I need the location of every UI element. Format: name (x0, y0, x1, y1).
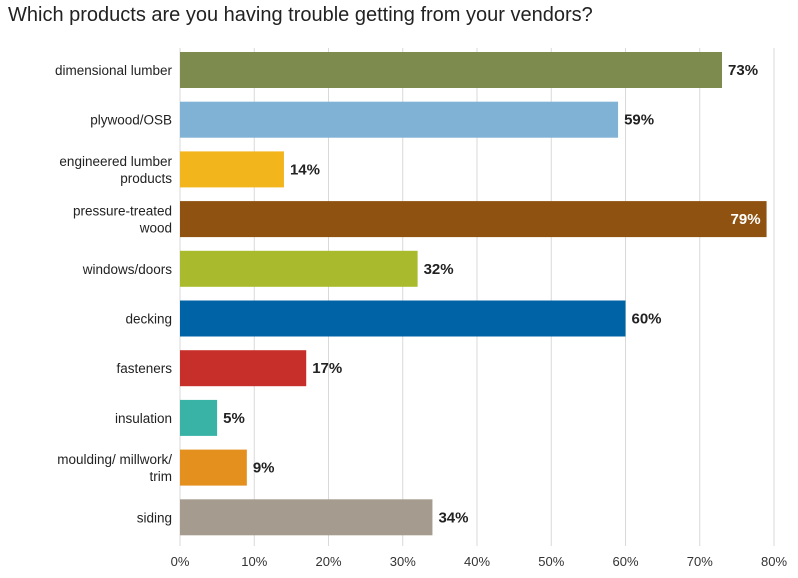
value-label: 34% (438, 509, 468, 526)
value-label: 14% (290, 161, 320, 178)
x-tick-label: 50% (538, 554, 564, 569)
bar (180, 300, 626, 337)
bars (180, 52, 767, 536)
value-label: 17% (312, 360, 342, 377)
x-tick-label: 60% (612, 554, 638, 569)
value-label: 32% (424, 261, 454, 278)
category-label: plywood/OSB (90, 113, 172, 128)
bar (180, 52, 723, 88)
bar (180, 101, 619, 138)
value-label: 9% (253, 460, 275, 477)
bar (180, 449, 247, 486)
bar (180, 151, 284, 188)
bar (180, 399, 218, 436)
x-tick-label: 80% (761, 554, 787, 569)
labels: 0% 10% 20% 30% 40% 50% 60% 70% 80% dimensional lu… (55, 62, 788, 569)
category-label: insulation (115, 411, 172, 426)
category-label: fasteners (116, 361, 172, 376)
x-tick-label: 30% (390, 554, 416, 569)
category-label: decking (125, 312, 172, 327)
gridlines (179, 48, 775, 546)
x-tick-label: 20% (315, 554, 341, 569)
x-tick-label: 40% (464, 554, 490, 569)
bar (180, 350, 307, 387)
chart-title: Which products are you having trouble ge… (8, 4, 593, 26)
category-label: dimensional lumber (55, 63, 173, 78)
category-label: moulding/ millwork/trim (57, 452, 172, 484)
bar (180, 201, 767, 238)
value-label: 73% (728, 62, 758, 79)
x-tick-label: 70% (687, 554, 713, 569)
value-label: 5% (223, 410, 245, 427)
x-tick-label: 10% (241, 554, 267, 569)
bar (180, 499, 433, 536)
category-label: pressure-treated wood (73, 204, 172, 236)
value-label: 79% (731, 211, 761, 228)
x-tick-label: 0% (171, 554, 190, 569)
category-label: windows/doors (82, 262, 173, 277)
category-label: siding (137, 510, 172, 525)
value-label: 60% (632, 311, 662, 328)
value-label: 59% (624, 112, 654, 129)
category-label: engineered lumber products (59, 154, 172, 186)
bar (180, 250, 418, 287)
